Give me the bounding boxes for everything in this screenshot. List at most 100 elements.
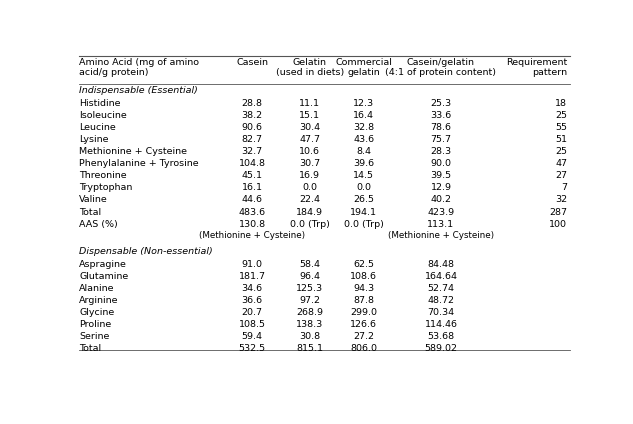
Text: 94.3: 94.3: [353, 284, 374, 293]
Text: 55: 55: [555, 123, 567, 132]
Text: (Methionine + Cysteine): (Methionine + Cysteine): [388, 231, 494, 240]
Text: 10.6: 10.6: [299, 147, 320, 156]
Text: 16.9: 16.9: [299, 171, 320, 180]
Text: 30.7: 30.7: [299, 159, 320, 168]
Text: Phenylalanine + Tyrosine: Phenylalanine + Tyrosine: [79, 159, 199, 168]
Text: 14.5: 14.5: [353, 171, 374, 180]
Text: 26.5: 26.5: [353, 195, 374, 204]
Text: 36.6: 36.6: [242, 296, 263, 305]
Text: Threonine: Threonine: [79, 171, 127, 180]
Text: Total: Total: [79, 344, 101, 353]
Text: Gelatin
(used in diets): Gelatin (used in diets): [275, 58, 344, 77]
Text: 44.6: 44.6: [242, 195, 263, 204]
Text: AAS (%): AAS (%): [79, 220, 118, 229]
Text: 28.8: 28.8: [242, 99, 263, 108]
Text: 45.1: 45.1: [242, 171, 263, 180]
Text: 62.5: 62.5: [353, 259, 374, 268]
Text: Lysine: Lysine: [79, 135, 109, 144]
Text: Aspragine: Aspragine: [79, 259, 127, 268]
Text: Commercial
gelatin: Commercial gelatin: [335, 58, 392, 77]
Text: 15.1: 15.1: [299, 111, 320, 120]
Text: 423.9: 423.9: [427, 208, 454, 217]
Text: 48.72: 48.72: [427, 296, 454, 305]
Text: 78.6: 78.6: [430, 123, 451, 132]
Text: 27: 27: [555, 171, 567, 180]
Text: 20.7: 20.7: [242, 308, 263, 317]
Text: Casein: Casein: [236, 58, 268, 67]
Text: 40.2: 40.2: [430, 195, 451, 204]
Text: 32: 32: [555, 195, 567, 204]
Text: 39.5: 39.5: [430, 171, 451, 180]
Text: 589.02: 589.02: [424, 344, 458, 353]
Text: Dispensable (Non-essential): Dispensable (Non-essential): [79, 247, 213, 256]
Text: 90.0: 90.0: [430, 159, 451, 168]
Text: 532.5: 532.5: [239, 344, 266, 353]
Text: 90.6: 90.6: [242, 123, 263, 132]
Text: 91.0: 91.0: [242, 259, 263, 268]
Text: 39.6: 39.6: [353, 159, 374, 168]
Text: Serine: Serine: [79, 332, 110, 341]
Text: 33.6: 33.6: [430, 111, 451, 120]
Text: 16.1: 16.1: [242, 184, 263, 192]
Text: 184.9: 184.9: [296, 208, 323, 217]
Text: 0.0: 0.0: [302, 184, 317, 192]
Text: (Methionine + Cysteine): (Methionine + Cysteine): [199, 231, 305, 240]
Text: 483.6: 483.6: [239, 208, 266, 217]
Text: 47: 47: [555, 159, 567, 168]
Text: 28.3: 28.3: [430, 147, 451, 156]
Text: 815.1: 815.1: [296, 344, 323, 353]
Text: 0.0 (Trp): 0.0 (Trp): [344, 220, 384, 229]
Text: Tryptophan: Tryptophan: [79, 184, 132, 192]
Text: 18: 18: [555, 99, 567, 108]
Text: 52.74: 52.74: [427, 284, 454, 293]
Text: 22.4: 22.4: [299, 195, 320, 204]
Text: Histidine: Histidine: [79, 99, 121, 108]
Text: 194.1: 194.1: [350, 208, 377, 217]
Text: 108.6: 108.6: [350, 272, 377, 281]
Text: 287: 287: [549, 208, 567, 217]
Text: 38.2: 38.2: [242, 111, 263, 120]
Text: Methionine + Cysteine: Methionine + Cysteine: [79, 147, 187, 156]
Text: 138.3: 138.3: [296, 320, 323, 329]
Text: 0.0 (Trp): 0.0 (Trp): [290, 220, 330, 229]
Text: 25: 25: [555, 111, 567, 120]
Text: 84.48: 84.48: [427, 259, 454, 268]
Text: Total: Total: [79, 208, 101, 217]
Text: Glutamine: Glutamine: [79, 272, 128, 281]
Text: 58.4: 58.4: [299, 259, 320, 268]
Text: 108.5: 108.5: [239, 320, 266, 329]
Text: Isoleucine: Isoleucine: [79, 111, 127, 120]
Text: Indispensable (Essential): Indispensable (Essential): [79, 86, 198, 95]
Text: 87.8: 87.8: [353, 296, 374, 305]
Text: 130.8: 130.8: [239, 220, 266, 229]
Text: 25.3: 25.3: [430, 99, 451, 108]
Text: 59.4: 59.4: [242, 332, 263, 341]
Text: 12.9: 12.9: [430, 184, 451, 192]
Text: 27.2: 27.2: [353, 332, 374, 341]
Text: Glycine: Glycine: [79, 308, 115, 317]
Text: 126.6: 126.6: [350, 320, 377, 329]
Text: 47.7: 47.7: [299, 135, 320, 144]
Text: 25: 25: [555, 147, 567, 156]
Text: 32.8: 32.8: [353, 123, 374, 132]
Text: Amino Acid (mg of amino
acid/g protein): Amino Acid (mg of amino acid/g protein): [79, 58, 199, 77]
Text: 30.8: 30.8: [299, 332, 320, 341]
Text: Casein/gelatin
(4:1 of protein content): Casein/gelatin (4:1 of protein content): [385, 58, 496, 77]
Text: 7: 7: [561, 184, 567, 192]
Text: 96.4: 96.4: [299, 272, 320, 281]
Text: 114.46: 114.46: [424, 320, 458, 329]
Text: 51: 51: [555, 135, 567, 144]
Text: 30.4: 30.4: [299, 123, 320, 132]
Text: 75.7: 75.7: [430, 135, 451, 144]
Text: 100: 100: [549, 220, 567, 229]
Text: Requirement
pattern: Requirement pattern: [506, 58, 567, 77]
Text: Leucine: Leucine: [79, 123, 116, 132]
Text: 53.68: 53.68: [427, 332, 454, 341]
Text: 43.6: 43.6: [353, 135, 374, 144]
Text: 70.34: 70.34: [427, 308, 454, 317]
Text: 11.1: 11.1: [299, 99, 320, 108]
Text: 299.0: 299.0: [350, 308, 377, 317]
Text: 113.1: 113.1: [427, 220, 454, 229]
Text: 32.7: 32.7: [242, 147, 263, 156]
Text: 82.7: 82.7: [242, 135, 263, 144]
